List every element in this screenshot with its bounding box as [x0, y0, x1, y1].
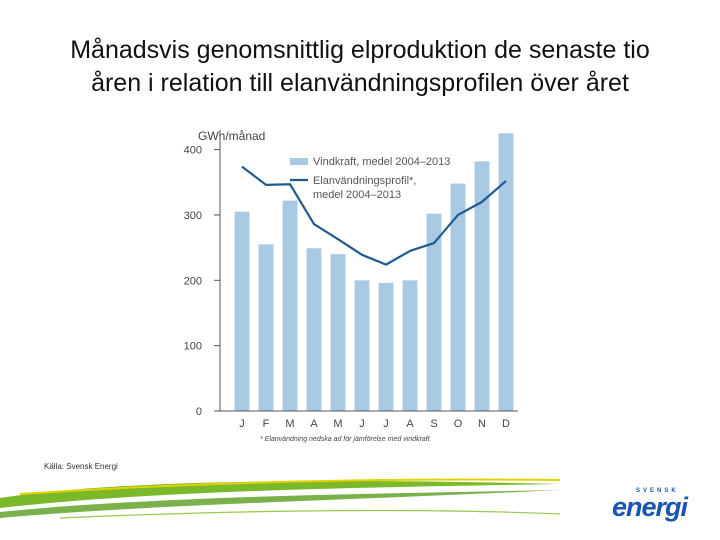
slide-title: Månadsvis genomsnittlig elproduktion de … — [0, 34, 720, 100]
y-axis-label: GWh/månad — [198, 129, 265, 143]
x-tick-label-10: O — [454, 418, 463, 430]
y-tick-label-400: 400 — [184, 145, 202, 157]
legend-bar-swatch — [290, 158, 308, 165]
x-tick-label-4: A — [310, 418, 318, 430]
legend-bar-label: Vindkraft, medel 2004–2013 — [313, 156, 450, 168]
x-tick-label-6: J — [359, 418, 365, 430]
swoosh-green-band — [0, 480, 560, 508]
x-tick-label-8: A — [406, 418, 414, 430]
bar-j-6 — [354, 280, 370, 411]
slide-title-line-1: Månadsvis genomsnittlig elproduktion de … — [70, 36, 650, 64]
x-tick-label-12: D — [502, 418, 510, 430]
wind-vs-usage-chart: 0 100 200 300 400 J F M A M J J A S O N D Vindkraft, med… — [184, 129, 518, 443]
x-tick-label-9: S — [430, 418, 437, 430]
x-tick-label-3: M — [285, 418, 294, 430]
bar-m-3 — [282, 200, 298, 411]
slide-title-line-2: åren i relation till elanvändningsprofil… — [91, 69, 629, 97]
x-tick-label-2: F — [263, 418, 270, 430]
bar-j-1 — [234, 211, 250, 411]
bar-d-12 — [498, 133, 514, 411]
bar-a-4 — [306, 248, 322, 411]
decorative-swoosh — [0, 478, 561, 519]
bar-n-11 — [474, 161, 490, 411]
legend-line-label-2: medel 2004–2013 — [313, 189, 401, 201]
x-tick-label-1: J — [239, 418, 245, 430]
bar-m-5 — [330, 254, 346, 411]
swoosh-yellow-line — [19, 478, 561, 495]
y-tick-label-0: 0 — [196, 406, 202, 418]
x-tick-label-7: J — [383, 418, 389, 430]
bar-a-8 — [402, 280, 418, 411]
usage-profile-line — [241, 165, 507, 266]
bar-f-2 — [258, 244, 274, 411]
y-tick-label-300: 300 — [184, 210, 202, 222]
legend-line-label-1: Elanvändningsprofil*, — [313, 175, 416, 187]
chart-footnote: * Elanvändning nedska ad för jämförelse … — [260, 436, 431, 443]
y-tick-label-200: 200 — [184, 275, 202, 287]
y-tick-label-100: 100 — [184, 341, 202, 353]
swoosh-green-band-2 — [0, 490, 560, 518]
svensk-energi-logo: SVENSK energi — [606, 488, 702, 522]
bar-o-10 — [450, 183, 466, 411]
x-tick-label-11: N — [478, 418, 486, 430]
bar-j-7 — [378, 282, 394, 411]
logo-main-text: energi — [612, 492, 688, 522]
source-note: Källa: Svensk Energi — [44, 462, 118, 471]
swoosh-thin-line — [59, 509, 561, 519]
bar-s-9 — [426, 213, 442, 411]
logo-small-text: SVENSK — [636, 488, 679, 494]
x-tick-label-5: M — [333, 418, 342, 430]
